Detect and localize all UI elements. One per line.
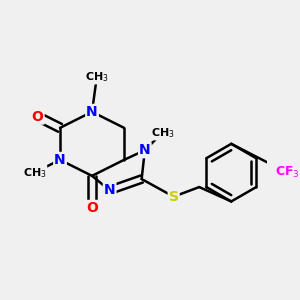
- Text: CF$_3$: CF$_3$: [275, 165, 300, 180]
- Text: N: N: [139, 143, 151, 157]
- Text: N: N: [104, 183, 116, 197]
- Text: CH$_3$: CH$_3$: [85, 70, 109, 83]
- Text: CH$_3$: CH$_3$: [151, 126, 174, 140]
- Text: O: O: [32, 110, 44, 124]
- Text: CH$_3$: CH$_3$: [22, 166, 46, 180]
- Text: S: S: [169, 190, 178, 204]
- Text: N: N: [86, 105, 98, 119]
- Text: N: N: [54, 153, 66, 167]
- Text: O: O: [86, 201, 98, 215]
